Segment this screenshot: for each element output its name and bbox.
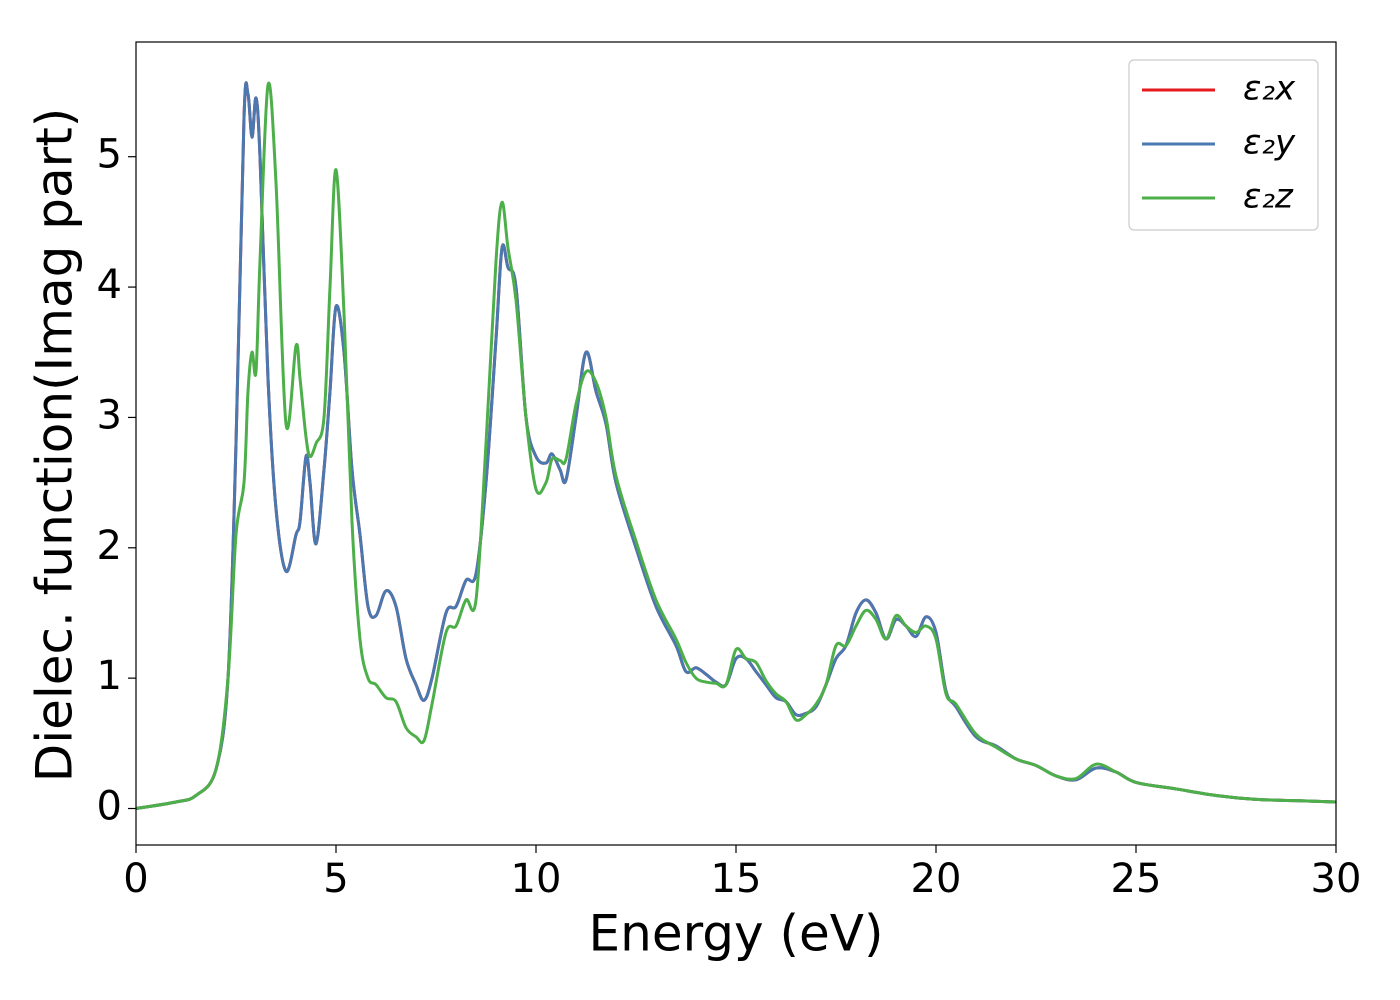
y-tick-label: 0 xyxy=(97,784,122,830)
legend-label: ε₂y xyxy=(1243,123,1296,163)
legend-label: ε₂z xyxy=(1243,177,1294,217)
x-tick-label: 15 xyxy=(711,856,762,902)
x-tick-label: 30 xyxy=(1311,856,1362,902)
legend-label: ε₂x xyxy=(1243,69,1296,109)
x-tick-label: 10 xyxy=(511,856,562,902)
y-tick-label: 3 xyxy=(97,392,122,438)
x-tick-label: 25 xyxy=(1111,856,1162,902)
x-tick-label: 20 xyxy=(911,856,962,902)
x-tick-label: 0 xyxy=(123,856,148,902)
y-axis-label: Dielec. function(Imag part) xyxy=(26,108,84,783)
legend-frame xyxy=(1128,59,1319,231)
series-line xyxy=(136,81,1336,810)
x-axis-label: Energy (eV) xyxy=(589,905,884,963)
x-tick-label: 5 xyxy=(323,856,348,902)
y-tick-label: 4 xyxy=(97,262,122,308)
series-line xyxy=(136,81,1336,810)
plot-frame xyxy=(135,41,1337,846)
y-tick-label: 5 xyxy=(97,132,122,178)
y-tick-label: 2 xyxy=(97,523,122,569)
y-tick-label: 1 xyxy=(97,653,122,699)
